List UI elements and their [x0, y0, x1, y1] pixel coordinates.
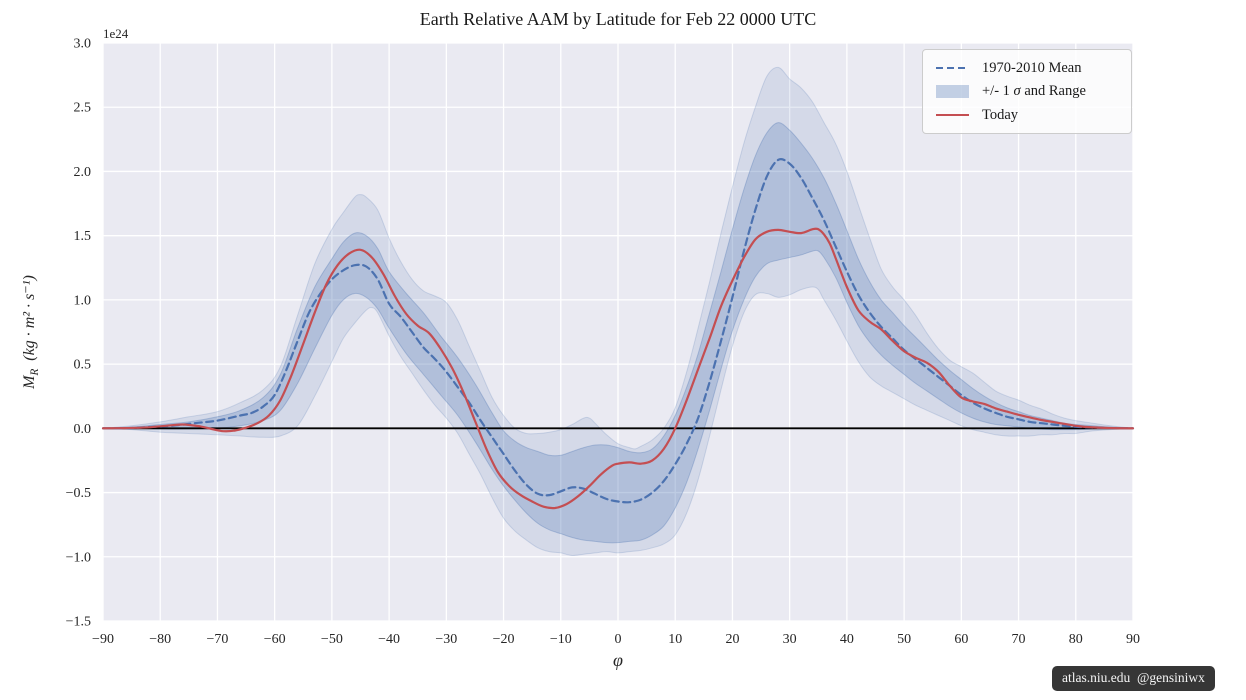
x-tick-label: 70 — [1012, 632, 1026, 647]
legend: 1970-2010 Mean +/- 1 σ and Range Today — [922, 49, 1132, 134]
x-tick-label: 10 — [668, 632, 682, 647]
y-tick-label: 2.0 — [74, 165, 92, 180]
legend-label-mean: 1970-2010 Mean — [982, 59, 1082, 76]
y-tick-label: 1.0 — [74, 293, 92, 308]
x-tick-label: 80 — [1069, 632, 1083, 647]
legend-item-sigma-range: +/- 1 σ and Range — [923, 83, 1131, 100]
x-tick-label: −20 — [493, 632, 515, 647]
x-tick-label: −40 — [378, 632, 400, 647]
y-tick-label: 3.0 — [74, 37, 92, 52]
y-tick-label: −0.5 — [66, 486, 91, 501]
today-line — [101, 227, 1135, 510]
legend-item-mean: 1970-2010 Mean — [923, 60, 1131, 77]
x-tick-label: 40 — [840, 632, 854, 647]
solid-line-icon — [936, 113, 969, 117]
watermark-badge: atlas.niu.edu @gensiniwx — [1052, 666, 1215, 691]
x-tick-label: −50 — [321, 632, 343, 647]
shaded-band-icon — [936, 85, 969, 98]
x-axis-label: φ — [613, 650, 623, 670]
x-tick-label: 20 — [725, 632, 739, 647]
dashed-line-icon — [936, 66, 969, 70]
y-axis-units: (kg · m² · s⁻¹) — [20, 275, 38, 361]
y-tick-label: 1.5 — [74, 229, 92, 244]
mean-line — [101, 158, 1135, 504]
y-axis-symbol-subscript: R — [29, 368, 42, 376]
y-tick-label: 2.5 — [74, 101, 92, 116]
x-tick-label: −80 — [149, 632, 171, 647]
y-axis-offset-label: 1e24 — [103, 26, 129, 41]
y-tick-label: −1.0 — [66, 550, 91, 565]
x-tick-label: −90 — [92, 632, 114, 647]
legend-label-today: Today — [982, 106, 1019, 123]
x-tick-label: 30 — [783, 632, 797, 647]
y-tick-label: 0.0 — [74, 422, 92, 437]
legend-item-today: Today — [923, 107, 1131, 124]
y-tick-label: 0.5 — [74, 358, 92, 373]
chart-title: Earth Relative AAM by Latitude for Feb 2… — [419, 9, 817, 29]
y-axis-symbol: M — [20, 375, 38, 389]
x-tick-label: 90 — [1126, 632, 1140, 647]
y-axis-label: MR (kg · m² · s⁻¹) — [19, 275, 41, 389]
x-tick-label: −10 — [550, 632, 572, 647]
x-tick-label: −70 — [206, 632, 228, 647]
x-tick-label: −60 — [264, 632, 286, 647]
x-tick-label: 0 — [615, 632, 622, 647]
y-tick-label: −1.5 — [66, 615, 91, 630]
x-tick-label: 50 — [897, 632, 911, 647]
legend-label-sigma-range: +/- 1 σ and Range — [982, 83, 1086, 99]
x-tick-label: 60 — [954, 632, 968, 647]
x-tick-label: −30 — [435, 632, 457, 647]
